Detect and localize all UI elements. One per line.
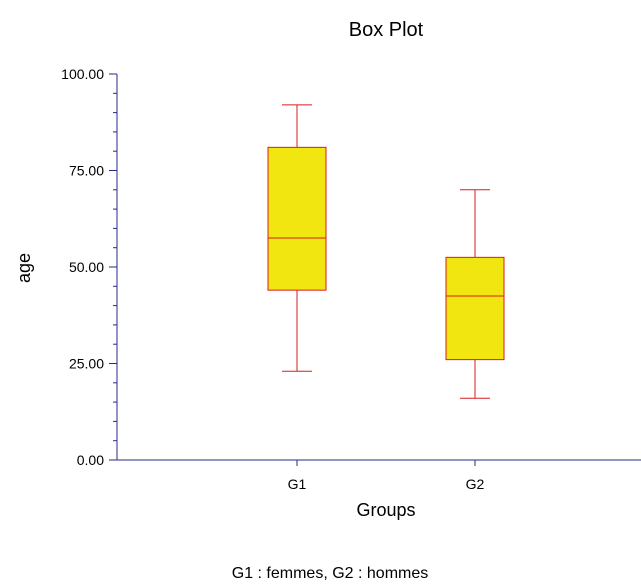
y-tick-label: 100.00 — [61, 66, 104, 82]
y-axis-label: age — [14, 253, 34, 283]
chart-title: Box Plot — [349, 19, 424, 41]
interquartile-box — [267, 146, 327, 291]
x-axis-label: Groups — [356, 500, 415, 520]
boxes-layer — [267, 104, 505, 399]
interquartile-box — [445, 256, 505, 361]
box-g2 — [445, 189, 505, 399]
y-tick-label: 50.00 — [69, 259, 104, 275]
y-tick-label: 0.00 — [77, 452, 104, 468]
box-g1 — [267, 104, 327, 372]
group-legend-footnote: G1 : femmes, G2 : hommes — [232, 565, 429, 582]
x-tick-label: G2 — [466, 476, 485, 492]
y-tick-label: 75.00 — [69, 163, 104, 179]
y-axis: 0.00 25.00 50.00 75.00 100.00 — [61, 66, 118, 468]
x-tick-label: G1 — [288, 476, 307, 492]
y-tick-label: 25.00 — [69, 356, 104, 372]
x-axis: G1 G2 — [117, 459, 641, 492]
